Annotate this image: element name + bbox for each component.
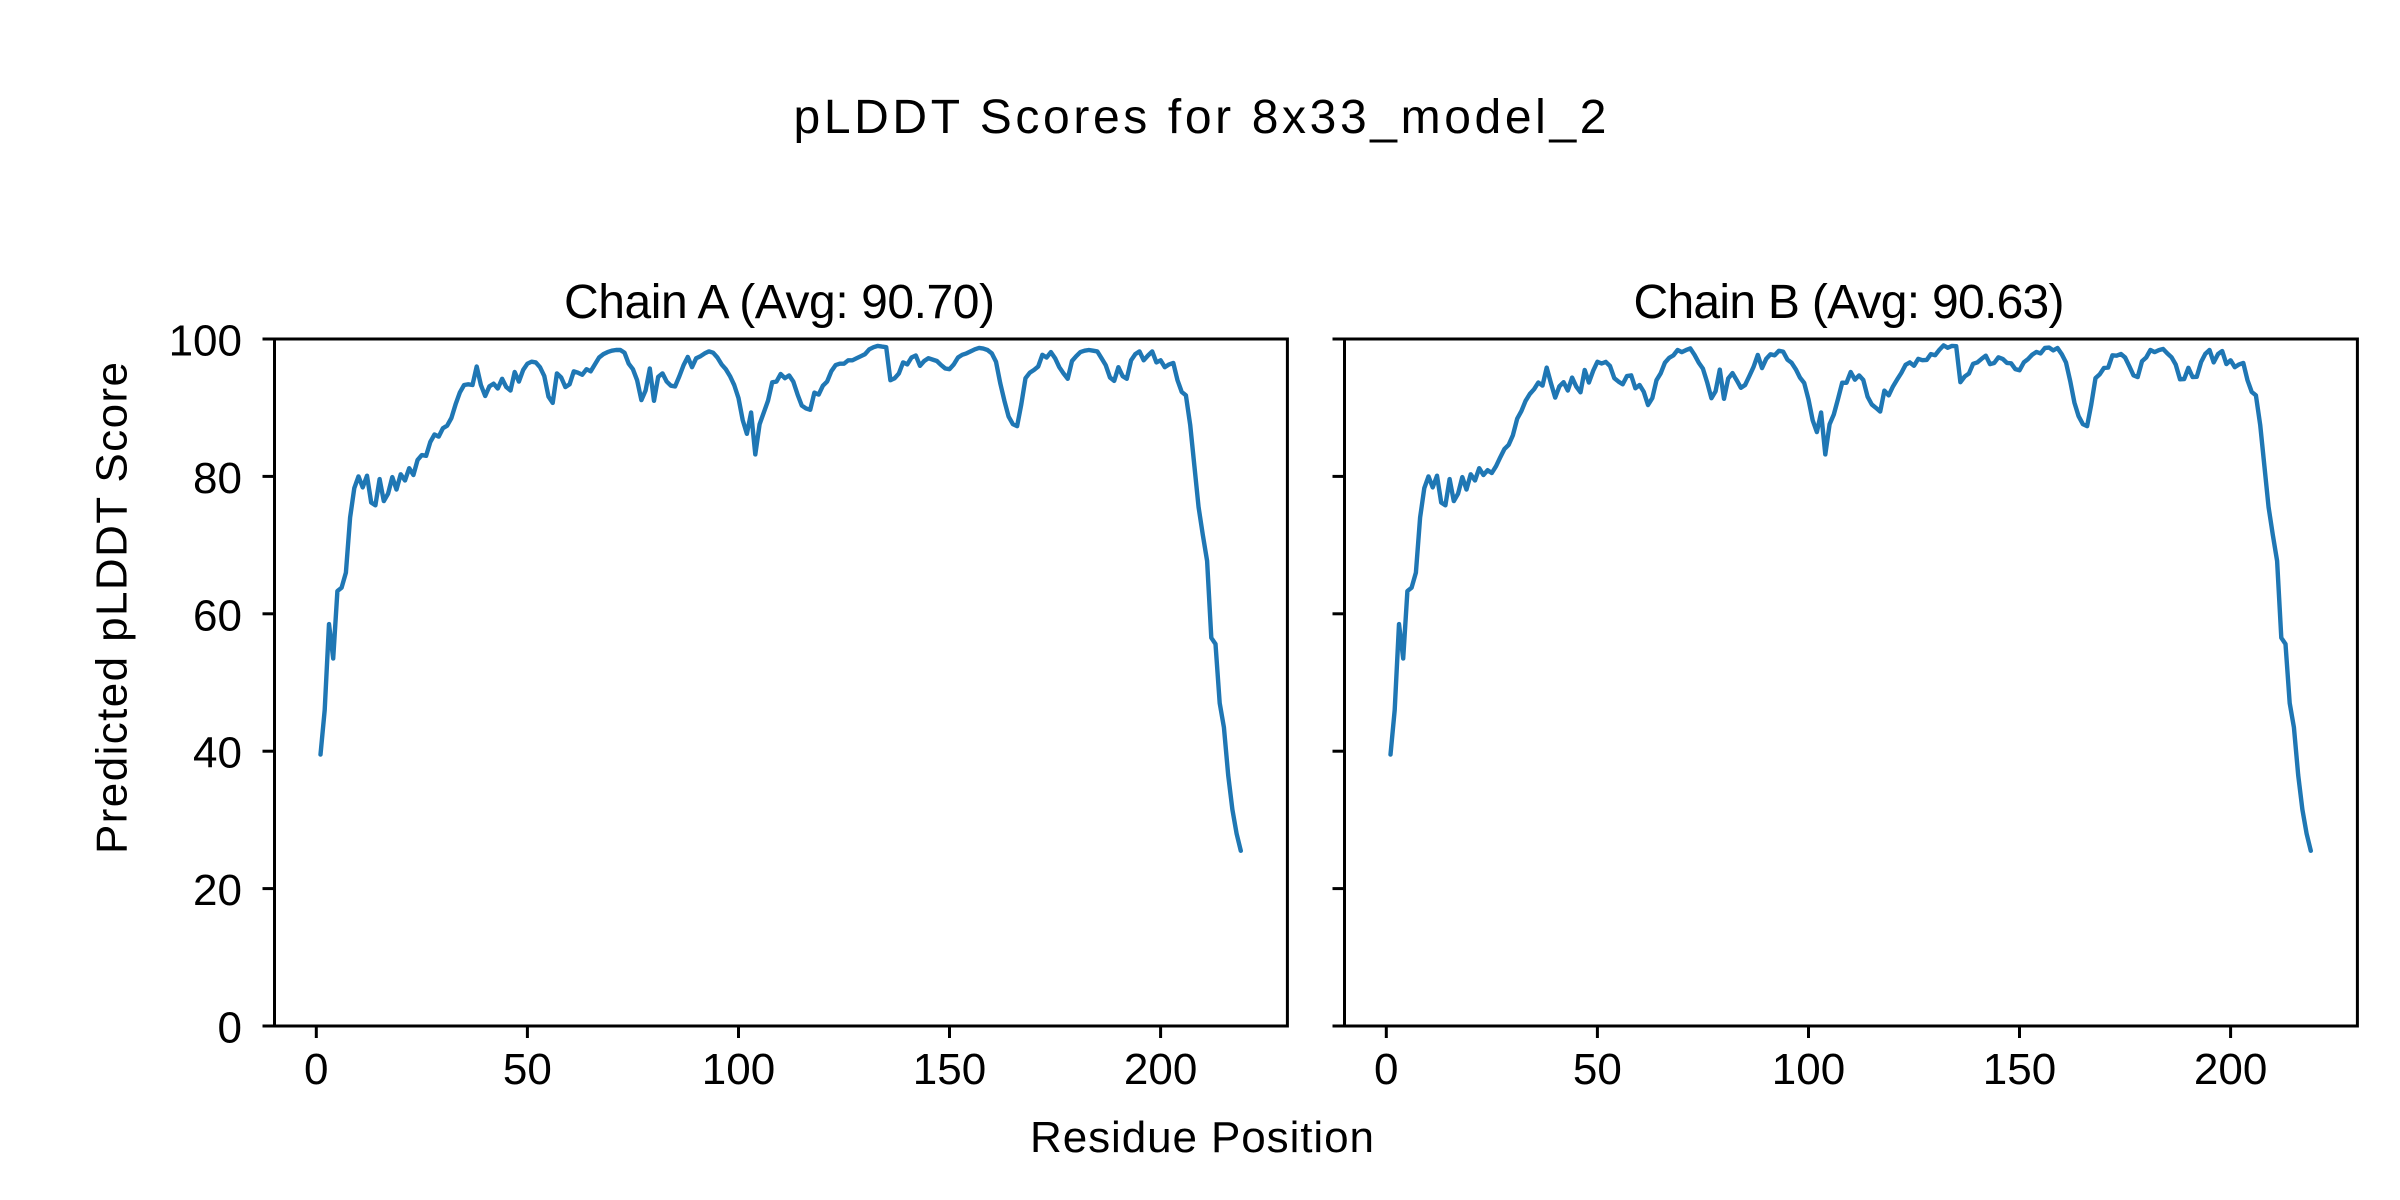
svg-text:40: 40 — [193, 729, 242, 778]
svg-text:100: 100 — [1772, 1045, 1845, 1094]
svg-text:0: 0 — [218, 1004, 242, 1053]
svg-text:60: 60 — [193, 591, 242, 640]
svg-text:Chain B (Avg: 90.63): Chain B (Avg: 90.63) — [1634, 276, 2065, 329]
svg-text:200: 200 — [2194, 1045, 2267, 1094]
svg-text:100: 100 — [702, 1045, 775, 1094]
svg-text:20: 20 — [193, 866, 242, 915]
svg-text:Predicted pLDDT Score: Predicted pLDDT Score — [88, 362, 137, 854]
svg-text:Chain A (Avg: 90.70): Chain A (Avg: 90.70) — [564, 276, 995, 329]
svg-text:150: 150 — [913, 1045, 986, 1094]
svg-text:0: 0 — [304, 1045, 328, 1094]
svg-text:50: 50 — [1573, 1045, 1622, 1094]
svg-text:0: 0 — [1374, 1045, 1398, 1094]
svg-text:100: 100 — [169, 317, 242, 366]
svg-text:Residue Position: Residue Position — [1030, 1113, 1374, 1162]
svg-text:pLDDT Scores for 8x33_model_2: pLDDT Scores for 8x33_model_2 — [794, 91, 1607, 144]
svg-text:150: 150 — [1983, 1045, 2056, 1094]
svg-text:200: 200 — [1124, 1045, 1197, 1094]
svg-text:80: 80 — [193, 454, 242, 503]
svg-text:50: 50 — [503, 1045, 552, 1094]
